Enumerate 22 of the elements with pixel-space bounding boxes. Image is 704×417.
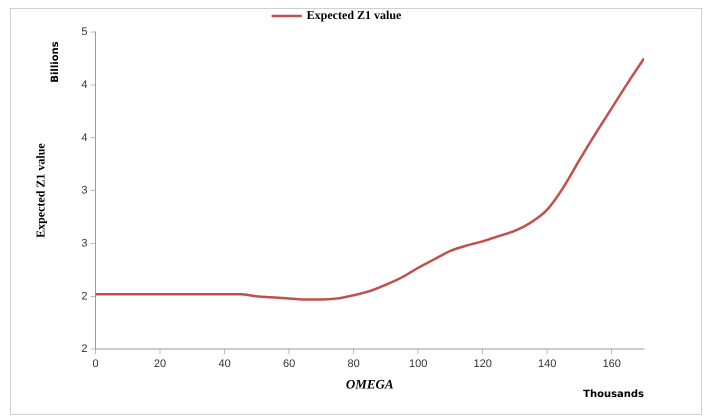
y-tick-label: 2 (81, 290, 88, 302)
y-tick-label: 3 (81, 238, 88, 250)
x-tick-label: 40 (218, 358, 231, 370)
y-tick-label: 3 (81, 184, 88, 197)
x-tick-label: 120 (474, 358, 492, 370)
x-tick-label: 60 (282, 358, 296, 370)
y-tick-label: 5 (81, 26, 88, 38)
x-tick-label: 100 (408, 358, 428, 370)
x-tick-label: 20 (154, 358, 166, 370)
y-axis-title: Expected Z1 value (33, 142, 48, 238)
text: Thousands (583, 388, 644, 400)
x-tick-label: 0 (92, 358, 99, 370)
y-tick-label: 4 (81, 78, 88, 91)
x-tick-label: 140 (538, 358, 556, 370)
text: Billions (50, 41, 62, 83)
y-tick-label: 2 (81, 343, 88, 356)
x-axis-title: OMEGA (346, 376, 394, 392)
legend-label: Expected Z1 value (306, 8, 402, 22)
y-tick-label: 4 (81, 132, 88, 144)
x-tick-label: 160 (602, 358, 621, 370)
line-series (96, 57, 644, 301)
x-tick-label: 80 (348, 358, 360, 370)
